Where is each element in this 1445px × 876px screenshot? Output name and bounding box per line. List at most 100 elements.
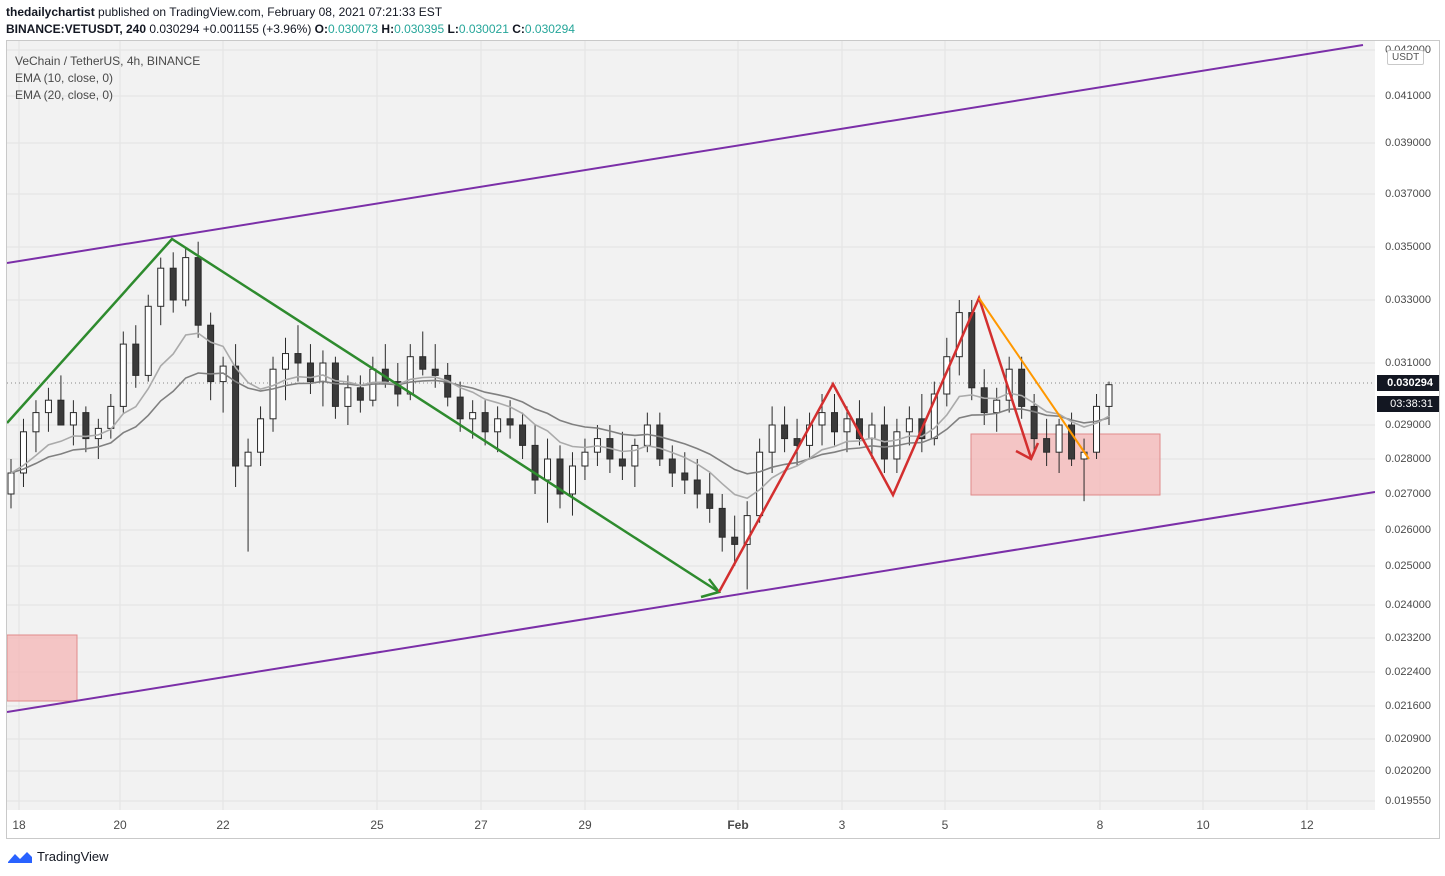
candle-body (993, 399, 1001, 414)
candle-body (868, 424, 876, 440)
price-value: 0.030294 (149, 22, 200, 36)
candle-body (157, 267, 165, 307)
last-price-label: 0.030294 (1377, 375, 1439, 391)
support-zone-left (7, 634, 78, 702)
time-tick-label: Feb (727, 818, 749, 832)
candle-body (1068, 424, 1076, 460)
candle-body (506, 418, 514, 426)
high-value: 0.030395 (394, 22, 445, 36)
candle-body (44, 399, 52, 414)
time-tick-label: 3 (838, 818, 846, 832)
legend-ema20[interactable]: EMA (20, close, 0) (15, 88, 114, 102)
time-tick-label: 22 (216, 818, 230, 832)
candle-body (207, 324, 215, 383)
orange-trend-line (978, 297, 1090, 460)
legend-ema10[interactable]: EMA (10, close, 0) (15, 71, 114, 85)
publish-text: published on TradingView.com, February 0… (98, 5, 443, 19)
price-tick-label: 0.035000 (1385, 241, 1431, 253)
candle-body (930, 393, 938, 440)
high-label: H: (381, 22, 395, 36)
ohlc-line: BINANCE:VETUSDT, 240 0.030294 +0.001155 … (6, 22, 575, 36)
price-tick-label: 0.020900 (1385, 733, 1431, 745)
candle-body (693, 479, 701, 495)
price-tick-label: 0.023200 (1385, 632, 1431, 644)
green-swing-line (7, 237, 720, 594)
candle-body (481, 412, 489, 433)
support-zone-right (970, 433, 1161, 496)
candle-body (144, 305, 152, 376)
candle-body (107, 405, 115, 429)
symbol-label: BINANCE:VETUSDT, 240 (6, 22, 147, 36)
red-arrow-head (1015, 442, 1040, 461)
time-tick-label: 8 (1096, 818, 1104, 832)
price-tick-label: 0.031000 (1385, 357, 1431, 369)
candle-body (331, 362, 339, 407)
price-tick-label: 0.027000 (1385, 488, 1431, 500)
candle-body (519, 424, 527, 446)
price-axis[interactable]: 0.0420000.0410000.0390000.0370000.035000… (1375, 40, 1440, 811)
candle-body (756, 451, 764, 517)
time-axis[interactable]: 18 20 22 25 27 29 Feb 3 5 8 10 12 (6, 810, 1376, 839)
candle-body (943, 356, 951, 395)
candle-body (1018, 368, 1026, 407)
open-value: 0.030073 (328, 22, 379, 36)
channel-upper-line (7, 44, 1364, 264)
time-tick-label: 12 (1300, 818, 1314, 832)
candle-body (731, 536, 739, 545)
candle-body (706, 493, 714, 509)
chart-legend: VeChain / TetherUS, 4h, BINANCE EMA (10,… (15, 53, 200, 104)
price-tick-label: 0.029000 (1385, 419, 1431, 431)
candle-body (356, 387, 364, 401)
candle-body (831, 412, 838, 433)
ema10-line (10, 332, 1110, 500)
candle-body (456, 396, 464, 420)
candle-body (1055, 424, 1063, 453)
candle-body (681, 472, 689, 481)
candle-body (1093, 405, 1101, 453)
candle-body (631, 444, 639, 467)
tradingview-logo-icon (8, 851, 32, 863)
price-tick-label: 0.019550 (1385, 795, 1431, 807)
candle-body (232, 365, 240, 467)
candle-body (406, 356, 414, 395)
channel-lower-line (7, 491, 1375, 713)
ema20-line (10, 372, 1110, 475)
currency-badge[interactable]: USDT (1387, 50, 1425, 65)
chart-svg[interactable] (7, 41, 1375, 810)
candle-body (905, 418, 913, 433)
time-tick-label: 18 (12, 818, 26, 832)
chart-pane[interactable] (6, 40, 1376, 811)
price-tick-label: 0.024000 (1385, 599, 1431, 611)
candle-body (257, 418, 265, 453)
candle-body (169, 267, 177, 301)
close-label: C: (512, 22, 525, 36)
candle-body (82, 412, 90, 440)
price-tick-label: 0.037000 (1385, 188, 1431, 200)
candle-body (843, 418, 851, 433)
price-tick-label: 0.022400 (1385, 666, 1431, 678)
candle-body (7, 472, 15, 495)
candle-body (718, 507, 726, 538)
time-tick-label: 29 (578, 818, 592, 832)
price-tick-label: 0.033000 (1385, 294, 1431, 306)
candle-body (119, 343, 127, 407)
candle-body (194, 257, 202, 326)
tradingview-brand[interactable]: TradingView (7, 849, 109, 864)
candle-body (294, 353, 302, 364)
axis-corner (1375, 810, 1440, 839)
price-tick-label: 0.026000 (1385, 524, 1431, 536)
candle-body (1030, 405, 1038, 440)
candle-body (69, 412, 77, 426)
author[interactable]: thedailychartist (6, 5, 95, 19)
low-label: L: (447, 22, 459, 36)
time-tick-label: 27 (474, 818, 488, 832)
price-tick-label: 0.039000 (1385, 137, 1431, 149)
bar-countdown-label: 03:38:31 (1377, 396, 1439, 412)
candle-body (282, 353, 289, 370)
legend-title[interactable]: VeChain / TetherUS, 4h, BINANCE (15, 54, 201, 68)
candle-body (668, 458, 676, 474)
candle-body (494, 418, 502, 433)
candle-body (618, 458, 626, 467)
low-value: 0.030021 (458, 22, 509, 36)
candle-body (444, 374, 452, 398)
